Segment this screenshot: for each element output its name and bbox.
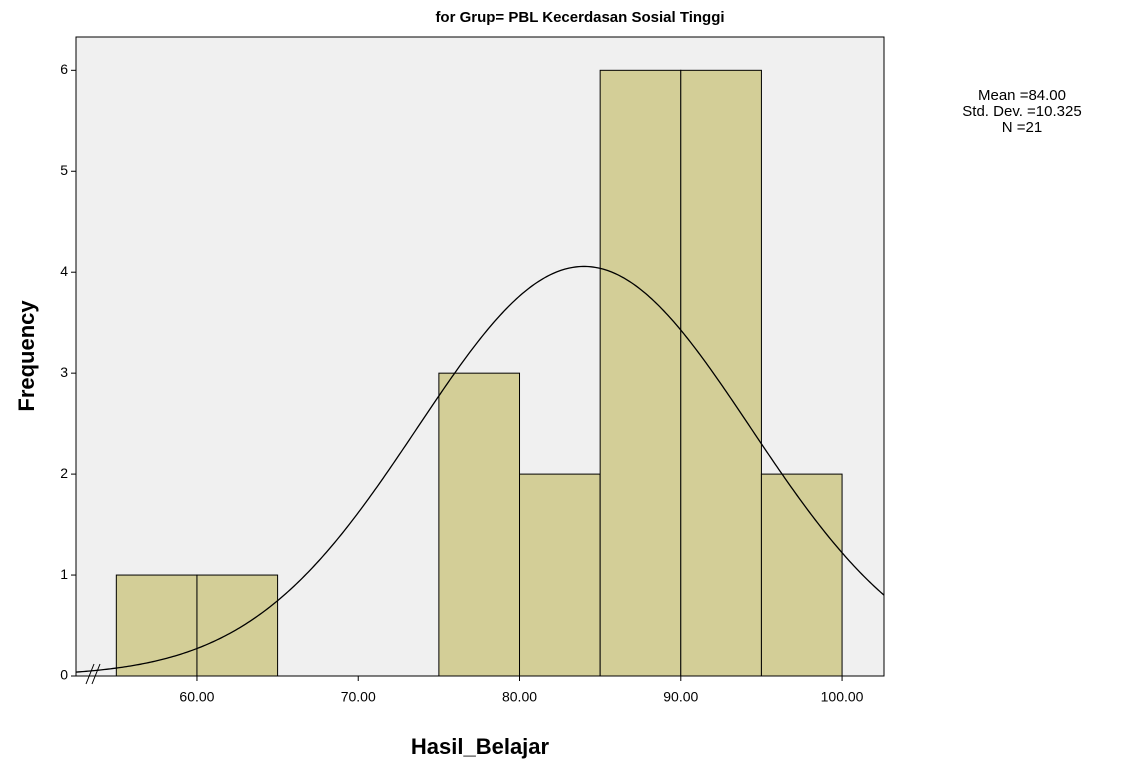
y-tick-label: 4 bbox=[60, 263, 68, 279]
y-tick-label: 0 bbox=[60, 667, 68, 683]
x-tick-label: 80.00 bbox=[502, 689, 537, 705]
y-tick-label: 2 bbox=[60, 465, 68, 481]
chart-title: for Grup= PBL Kecerdasan Sosial Tinggi bbox=[435, 9, 724, 26]
bar bbox=[438, 372, 521, 677]
y-tick-label: 3 bbox=[60, 364, 68, 380]
stats-label: N =21 bbox=[1002, 119, 1042, 136]
stats-label: Std. Dev. =10.325 bbox=[962, 103, 1081, 120]
normal-curve bbox=[75, 265, 885, 673]
bar bbox=[196, 574, 279, 677]
y-tick-label: 6 bbox=[60, 61, 68, 77]
x-axis-label: Hasil_Belajar bbox=[411, 734, 550, 759]
stats-label: Mean =84.00 bbox=[978, 87, 1066, 104]
y-tick-label: 1 bbox=[60, 566, 68, 582]
x-tick-label: 60.00 bbox=[179, 689, 214, 705]
bar bbox=[680, 69, 762, 677]
bar bbox=[760, 473, 843, 677]
bar bbox=[599, 69, 682, 677]
x-tick-label: 90.00 bbox=[663, 689, 698, 705]
y-tick-label: 5 bbox=[60, 162, 68, 178]
x-tick-label: 70.00 bbox=[341, 689, 376, 705]
y-axis-label: Frequency bbox=[14, 300, 39, 412]
x-tick-label: 100.00 bbox=[821, 689, 864, 705]
bar bbox=[519, 473, 601, 677]
axis-break bbox=[85, 663, 101, 685]
